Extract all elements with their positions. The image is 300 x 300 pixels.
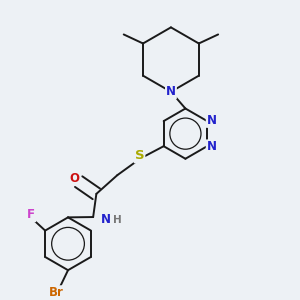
- Text: N: N: [100, 213, 110, 226]
- Text: H: H: [113, 214, 122, 225]
- Text: S: S: [135, 149, 144, 162]
- Text: O: O: [70, 172, 80, 185]
- Text: N: N: [207, 114, 217, 127]
- Text: N: N: [207, 140, 217, 153]
- Text: N: N: [166, 85, 176, 98]
- Text: Br: Br: [49, 286, 64, 299]
- Text: F: F: [27, 208, 35, 221]
